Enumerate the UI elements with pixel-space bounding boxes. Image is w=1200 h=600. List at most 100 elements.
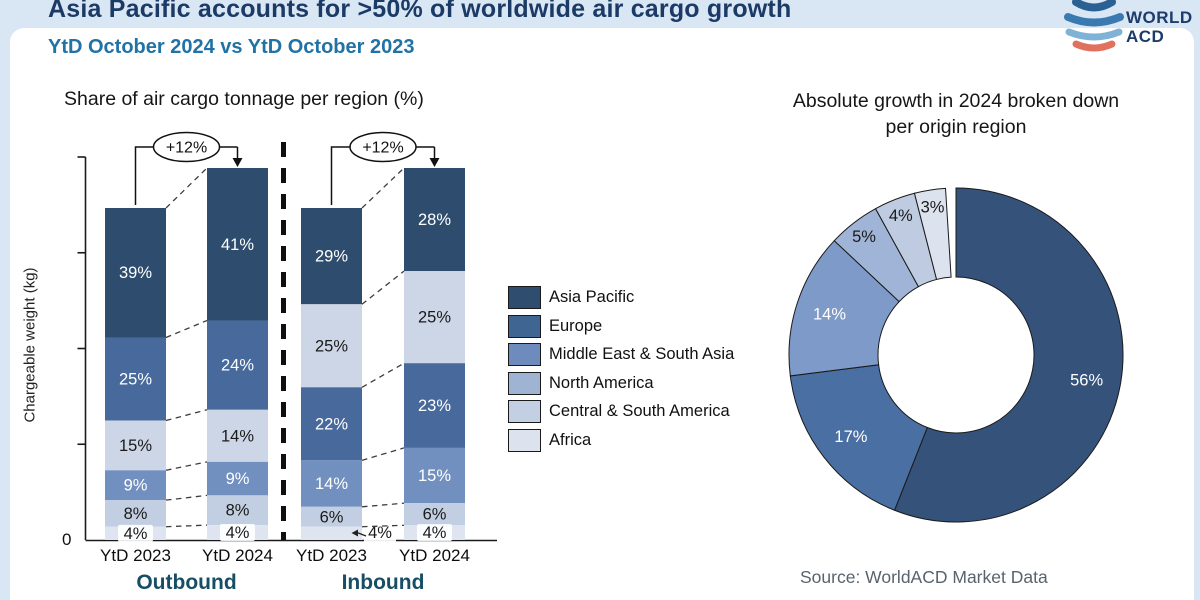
connector-line xyxy=(361,524,405,528)
bar-segment-middle-east-south-asia xyxy=(105,470,166,501)
growth-ellipse xyxy=(349,131,417,163)
bar-segment-europe xyxy=(301,387,362,461)
bar-segment-middle-east-south-asia xyxy=(207,461,268,496)
bar-segment-europe xyxy=(105,337,166,421)
bar-segment-label: 4% xyxy=(226,524,250,542)
legend-item-north-america: North America xyxy=(508,371,734,395)
bar-segment-asia-pacific xyxy=(301,208,362,305)
legend-swatch xyxy=(508,286,541,309)
bar-segment-label: 9% xyxy=(124,477,148,495)
y-axis-label: Chargeable weight (kg) xyxy=(21,267,39,423)
bar-segment-label: 14% xyxy=(315,475,348,493)
bar-segment-label: 24% xyxy=(221,357,254,375)
donut-slice-label: 4% xyxy=(889,207,913,225)
bar-segment-label-outside: 4% xyxy=(368,524,392,542)
legend-label: North America xyxy=(549,373,654,392)
y-axis-zero-label: 0 xyxy=(62,530,72,549)
bar-segment-asia-pacific xyxy=(105,208,166,338)
growth-bracket-line xyxy=(134,146,154,205)
connector-line xyxy=(165,461,208,471)
bar-segment-label: 15% xyxy=(119,437,152,455)
bar-segment-label: 22% xyxy=(315,415,348,433)
growth-arrow-head xyxy=(232,158,243,167)
page-subtitle: YtD October 2024 vs YtD October 2023 xyxy=(48,36,415,58)
logo-text-world: WORLD xyxy=(1126,8,1193,27)
bar-segment-label: 41% xyxy=(221,236,254,254)
label-leader-arrow xyxy=(351,529,358,537)
bar-segment-label: 25% xyxy=(315,337,348,355)
bar-segment-label: 6% xyxy=(320,508,344,526)
legend-label: Middle East & South Asia xyxy=(549,345,735,364)
connector-line xyxy=(165,409,208,422)
legend-item-middle-east-south-asia: Middle East & South Asia xyxy=(508,343,735,367)
bar-segment-middle-east-south-asia xyxy=(301,460,362,507)
bar-segment-central-south-america xyxy=(207,495,268,526)
bar-segment-label: 6% xyxy=(423,506,447,524)
bar-segment-asia-pacific xyxy=(207,168,268,321)
bar-segment-north-america xyxy=(207,409,268,462)
bar-segment-north-america xyxy=(301,304,362,388)
legend-swatch xyxy=(508,371,541,395)
bar-segment-middle-east-south-asia xyxy=(404,447,465,504)
bar-segment-central-south-america xyxy=(404,503,465,526)
connector-line xyxy=(361,447,405,461)
legend-label: Africa xyxy=(549,430,592,449)
growth-arrow-head xyxy=(429,158,440,167)
growth-ellipse xyxy=(152,131,221,163)
bar-segment-label: 15% xyxy=(418,467,451,485)
legend-item-europe: Europe xyxy=(508,314,734,338)
connector-line xyxy=(361,270,405,305)
connector-line xyxy=(361,167,405,209)
bar-chart-title: Share of air cargo tonnage per region (%… xyxy=(64,88,424,110)
donut-slice-label: 5% xyxy=(852,228,876,246)
legend-item-asia-pacific: Asia Pacific xyxy=(508,286,734,309)
page-title: Asia Pacific accounts for >50% of worldw… xyxy=(48,0,792,23)
source-note: Source: WorldACD Market Data xyxy=(800,567,1048,587)
bar-segment-label: 14% xyxy=(221,427,254,445)
legend-label: Asia Pacific xyxy=(549,288,635,306)
donut-slice-label: 17% xyxy=(834,428,867,446)
logo-text-acd: ACD xyxy=(1126,27,1164,46)
bar-segment-central-south-america xyxy=(105,500,166,527)
bar-segment-europe xyxy=(404,363,465,448)
connector-line xyxy=(165,524,208,528)
worldacd-logo: WORLD ACD xyxy=(1064,0,1193,52)
donut-slice-africa xyxy=(913,187,952,281)
legend-label: Europe xyxy=(549,316,603,335)
globe-icon xyxy=(1064,0,1124,52)
bar-segment-label: 8% xyxy=(226,502,250,520)
label-leader-line xyxy=(356,531,367,537)
bar-segment-label: 25% xyxy=(418,309,451,327)
legend-swatch xyxy=(508,343,541,367)
donut-slice-label: 14% xyxy=(813,305,846,323)
legend-item-africa: Africa xyxy=(508,428,734,452)
connector-line xyxy=(361,502,405,508)
legend: Asia Pacific Europe Middle East & South As… xyxy=(508,286,734,458)
bar-segment-europe xyxy=(207,320,268,410)
bar-segment-label: 39% xyxy=(119,264,152,282)
legend-item-central-south-america: Central & South America xyxy=(508,400,734,424)
donut-chart-title: Absolute growth in 2024 broken down per … xyxy=(792,90,1120,139)
bar-segment-asia-pacific xyxy=(404,168,465,272)
bar-segment-central-south-america xyxy=(301,506,362,527)
growth-annotation-label: +12% xyxy=(362,140,403,157)
label-chip xyxy=(118,524,153,542)
label-chip xyxy=(364,524,396,542)
legend-label: Central & South America xyxy=(549,402,730,421)
label-chip xyxy=(220,524,255,542)
bar-segment-label: 4% xyxy=(423,524,447,542)
donut-slice-europe xyxy=(789,364,928,511)
donut-slice-label: 56% xyxy=(1070,371,1103,389)
bar-segment-africa xyxy=(301,526,362,540)
bar-segment-label: 29% xyxy=(315,248,348,266)
bar-segment-north-america xyxy=(105,420,166,471)
bar-segment-label: 23% xyxy=(418,397,451,415)
donut-slice-label: 3% xyxy=(921,198,945,216)
legend-swatch xyxy=(508,428,541,452)
growth-bracket-line xyxy=(330,146,350,205)
label-chip xyxy=(417,524,452,542)
connector-line xyxy=(361,362,405,388)
growth-annotation-label: +12% xyxy=(166,140,207,157)
connector-line xyxy=(165,494,208,501)
